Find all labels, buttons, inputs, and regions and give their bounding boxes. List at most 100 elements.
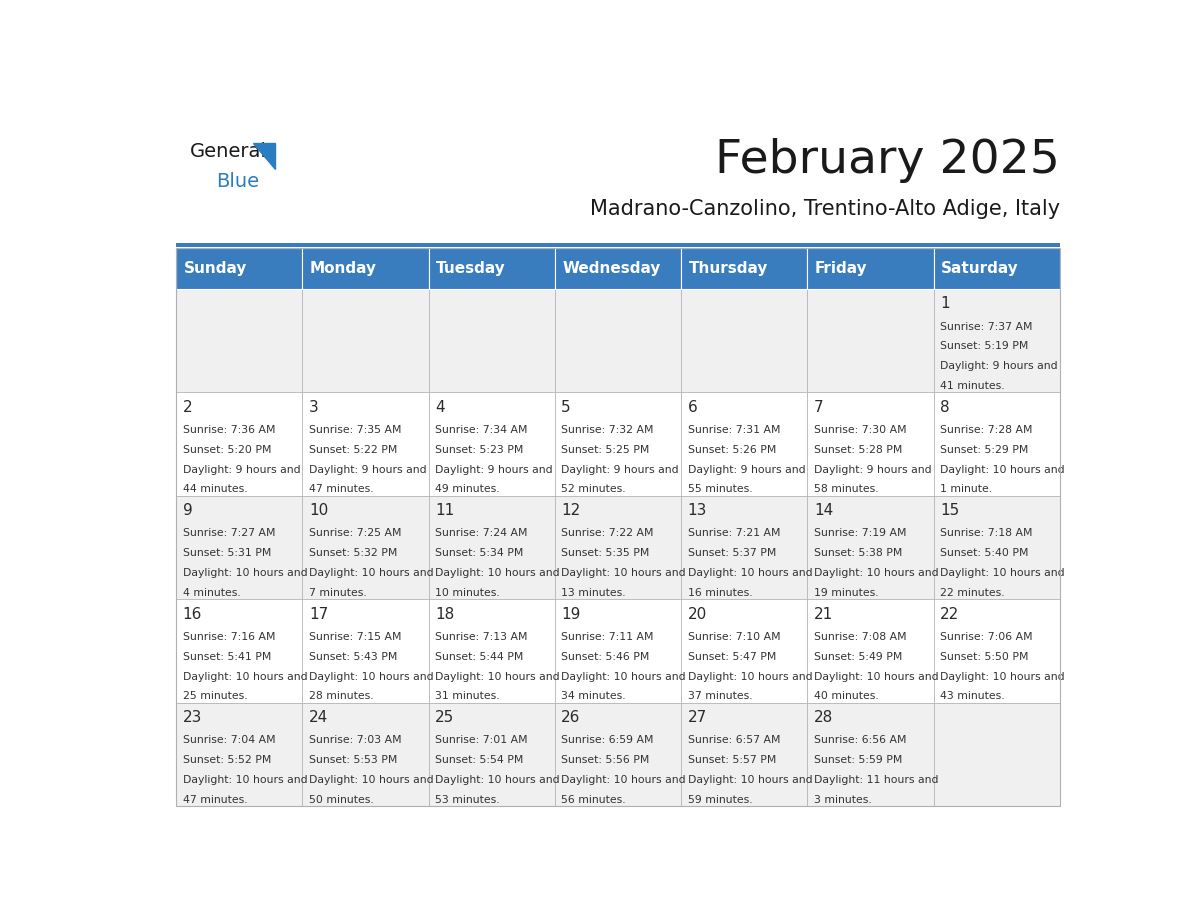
Text: Sunrise: 7:04 AM: Sunrise: 7:04 AM bbox=[183, 735, 276, 745]
Text: Sunset: 5:23 PM: Sunset: 5:23 PM bbox=[435, 445, 524, 454]
Text: General: General bbox=[190, 142, 267, 161]
Text: Sunday: Sunday bbox=[183, 261, 247, 276]
Text: Saturday: Saturday bbox=[941, 261, 1019, 276]
Text: 10: 10 bbox=[309, 503, 328, 518]
Text: 17: 17 bbox=[309, 607, 328, 621]
Text: 3 minutes.: 3 minutes. bbox=[814, 795, 872, 805]
Text: 34 minutes.: 34 minutes. bbox=[562, 691, 626, 701]
Text: Daylight: 9 hours and: Daylight: 9 hours and bbox=[940, 361, 1057, 371]
Text: 14: 14 bbox=[814, 503, 833, 518]
Text: Blue: Blue bbox=[216, 172, 259, 191]
Text: Daylight: 10 hours and: Daylight: 10 hours and bbox=[309, 672, 434, 681]
Text: 7: 7 bbox=[814, 399, 823, 415]
Text: 1 minute.: 1 minute. bbox=[940, 485, 992, 495]
Text: Thursday: Thursday bbox=[689, 261, 767, 276]
Text: Sunset: 5:34 PM: Sunset: 5:34 PM bbox=[435, 548, 524, 558]
Text: 16: 16 bbox=[183, 607, 202, 621]
Text: Sunset: 5:54 PM: Sunset: 5:54 PM bbox=[435, 756, 524, 766]
Text: 6: 6 bbox=[688, 399, 697, 415]
Text: Sunrise: 7:28 AM: Sunrise: 7:28 AM bbox=[940, 425, 1032, 435]
Bar bbox=[808, 248, 934, 289]
Text: Daylight: 9 hours and: Daylight: 9 hours and bbox=[183, 465, 301, 475]
Text: 4 minutes.: 4 minutes. bbox=[183, 588, 240, 598]
Text: 20: 20 bbox=[688, 607, 707, 621]
Text: Sunrise: 6:59 AM: Sunrise: 6:59 AM bbox=[562, 735, 653, 745]
Text: 1: 1 bbox=[940, 297, 949, 311]
Text: 37 minutes.: 37 minutes. bbox=[688, 691, 752, 701]
Text: Sunset: 5:53 PM: Sunset: 5:53 PM bbox=[309, 756, 397, 766]
Text: Sunset: 5:31 PM: Sunset: 5:31 PM bbox=[183, 548, 271, 558]
Text: 9: 9 bbox=[183, 503, 192, 518]
Text: Sunset: 5:50 PM: Sunset: 5:50 PM bbox=[940, 652, 1029, 662]
Text: 21: 21 bbox=[814, 607, 833, 621]
Bar bbox=[934, 289, 1060, 393]
Text: 22 minutes.: 22 minutes. bbox=[940, 588, 1005, 598]
Text: 50 minutes.: 50 minutes. bbox=[309, 795, 373, 805]
Text: 47 minutes.: 47 minutes. bbox=[183, 795, 247, 805]
Text: Sunset: 5:38 PM: Sunset: 5:38 PM bbox=[814, 548, 902, 558]
Text: 53 minutes.: 53 minutes. bbox=[435, 795, 500, 805]
Bar bbox=[176, 248, 303, 289]
Text: Sunrise: 7:11 AM: Sunrise: 7:11 AM bbox=[562, 632, 653, 642]
Text: Daylight: 11 hours and: Daylight: 11 hours and bbox=[814, 775, 939, 785]
Text: Sunset: 5:47 PM: Sunset: 5:47 PM bbox=[688, 652, 776, 662]
Text: 23: 23 bbox=[183, 710, 202, 725]
Bar bbox=[681, 248, 808, 289]
Text: Sunrise: 7:25 AM: Sunrise: 7:25 AM bbox=[309, 529, 402, 539]
Text: 28 minutes.: 28 minutes. bbox=[309, 691, 373, 701]
Text: Daylight: 10 hours and: Daylight: 10 hours and bbox=[183, 568, 308, 578]
Text: Sunrise: 7:32 AM: Sunrise: 7:32 AM bbox=[562, 425, 653, 435]
Text: Sunrise: 6:57 AM: Sunrise: 6:57 AM bbox=[688, 735, 781, 745]
Text: Sunset: 5:26 PM: Sunset: 5:26 PM bbox=[688, 445, 776, 454]
Text: Daylight: 10 hours and: Daylight: 10 hours and bbox=[940, 568, 1064, 578]
Text: Sunrise: 7:18 AM: Sunrise: 7:18 AM bbox=[940, 529, 1032, 539]
Text: Sunrise: 7:16 AM: Sunrise: 7:16 AM bbox=[183, 632, 276, 642]
Bar bbox=[555, 599, 681, 703]
Text: 24: 24 bbox=[309, 710, 328, 725]
Bar bbox=[176, 496, 303, 599]
Text: 44 minutes.: 44 minutes. bbox=[183, 485, 247, 495]
Text: Sunset: 5:43 PM: Sunset: 5:43 PM bbox=[309, 652, 397, 662]
Bar bbox=[808, 599, 934, 703]
Bar bbox=[429, 496, 555, 599]
Bar bbox=[303, 599, 429, 703]
Bar bbox=[555, 289, 681, 393]
Text: Sunrise: 7:08 AM: Sunrise: 7:08 AM bbox=[814, 632, 906, 642]
Text: Sunrise: 7:27 AM: Sunrise: 7:27 AM bbox=[183, 529, 276, 539]
Text: Daylight: 9 hours and: Daylight: 9 hours and bbox=[814, 465, 931, 475]
Text: 28: 28 bbox=[814, 710, 833, 725]
Text: Daylight: 10 hours and: Daylight: 10 hours and bbox=[435, 568, 560, 578]
Bar bbox=[681, 289, 808, 393]
Bar bbox=[176, 289, 303, 393]
Bar bbox=[429, 393, 555, 496]
Text: 19 minutes.: 19 minutes. bbox=[814, 588, 879, 598]
Text: 40 minutes.: 40 minutes. bbox=[814, 691, 879, 701]
Text: 8: 8 bbox=[940, 399, 949, 415]
Text: 56 minutes.: 56 minutes. bbox=[562, 795, 626, 805]
Text: 13: 13 bbox=[688, 503, 707, 518]
Text: Daylight: 10 hours and: Daylight: 10 hours and bbox=[940, 672, 1064, 681]
Text: Sunset: 5:59 PM: Sunset: 5:59 PM bbox=[814, 756, 902, 766]
Bar bbox=[303, 703, 429, 806]
Text: Sunrise: 7:15 AM: Sunrise: 7:15 AM bbox=[309, 632, 402, 642]
Text: 13 minutes.: 13 minutes. bbox=[562, 588, 626, 598]
Text: Sunset: 5:37 PM: Sunset: 5:37 PM bbox=[688, 548, 776, 558]
Text: Sunset: 5:56 PM: Sunset: 5:56 PM bbox=[562, 756, 650, 766]
Text: 5: 5 bbox=[562, 399, 571, 415]
Text: Monday: Monday bbox=[310, 261, 377, 276]
Text: Daylight: 10 hours and: Daylight: 10 hours and bbox=[814, 568, 939, 578]
Text: Wednesday: Wednesday bbox=[562, 261, 661, 276]
Text: Sunset: 5:25 PM: Sunset: 5:25 PM bbox=[562, 445, 650, 454]
Text: Sunset: 5:32 PM: Sunset: 5:32 PM bbox=[309, 548, 397, 558]
Text: Daylight: 10 hours and: Daylight: 10 hours and bbox=[183, 775, 308, 785]
Text: Daylight: 10 hours and: Daylight: 10 hours and bbox=[435, 775, 560, 785]
Text: 27: 27 bbox=[688, 710, 707, 725]
Bar bbox=[681, 703, 808, 806]
Bar bbox=[303, 289, 429, 393]
Text: 26: 26 bbox=[562, 710, 581, 725]
Text: 4: 4 bbox=[435, 399, 444, 415]
Text: Sunrise: 7:03 AM: Sunrise: 7:03 AM bbox=[309, 735, 402, 745]
Text: 41 minutes.: 41 minutes. bbox=[940, 381, 1005, 391]
Text: 49 minutes.: 49 minutes. bbox=[435, 485, 500, 495]
Text: Sunrise: 7:37 AM: Sunrise: 7:37 AM bbox=[940, 321, 1032, 331]
